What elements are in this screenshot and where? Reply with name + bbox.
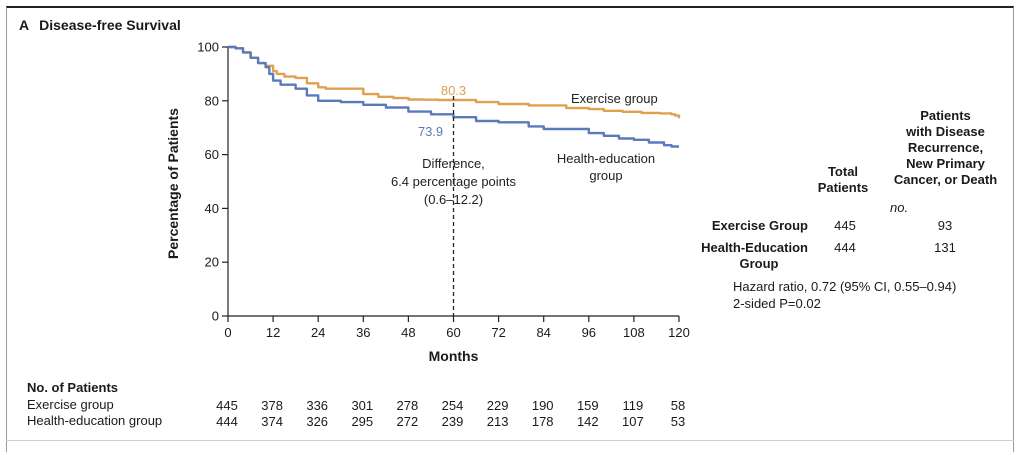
risk-value: 119 [623, 398, 644, 413]
y-tick-label: 60 [205, 147, 219, 162]
y-axis-label: Percentage of Patients [165, 108, 181, 259]
risk-value: 229 [487, 398, 509, 413]
x-tick-label: 108 [623, 325, 645, 340]
exercise-survival-line [228, 45, 681, 119]
panel-title: A Disease-free Survival [19, 17, 181, 33]
exercise-series-label: Exercise group [571, 91, 658, 106]
risk-value: 159 [577, 398, 599, 413]
risk-table-title: No. of Patients [27, 380, 119, 395]
series-lines [228, 45, 681, 148]
risk-value: 326 [306, 414, 328, 429]
risk-value: 107 [622, 414, 644, 429]
risk-value: 378 [261, 398, 283, 413]
x-tick-label: 72 [491, 325, 505, 340]
x-tick-label: 12 [266, 325, 280, 340]
exercise-events: 93 [937, 218, 953, 233]
difference-label-line3: (0.6–12.2) [424, 192, 483, 207]
health-series-label-line1: Health-education [557, 151, 655, 166]
risk-value: 272 [397, 414, 419, 429]
events-header-line: Cancer, or Death [893, 172, 998, 187]
risk-value: 336 [306, 398, 328, 413]
y-tick-label: 0 [212, 309, 219, 324]
panel-letter: A [19, 17, 30, 33]
p-value: 2-sided P=0.02 [733, 296, 821, 311]
events-header-line: with Disease [906, 124, 985, 139]
total-header-line: Total [827, 164, 859, 179]
row-label-line: Exercise Group [711, 218, 808, 233]
x-tick-label: 24 [311, 325, 325, 340]
bottom-divider [6, 440, 1014, 441]
row-label-line: Group [739, 256, 779, 271]
risk-value: 254 [442, 398, 464, 413]
risk-value: 178 [532, 414, 554, 429]
hazard-ratio: Hazard ratio, 0.72 (95% CI, 0.55–0.94) [733, 279, 957, 294]
risk-value: 301 [351, 398, 373, 413]
x-tick-label: 48 [401, 325, 415, 340]
events-header-line: Recurrence, [907, 140, 984, 155]
annotations: 80.3 73.9 Exercise group Health-educatio… [391, 83, 658, 316]
risk-value: 58 [671, 398, 685, 413]
risk-value: 444 [216, 414, 238, 429]
risk-value: 53 [671, 414, 685, 429]
risk-value: 190 [532, 398, 554, 413]
row-label-line: Health-Education [701, 240, 808, 255]
risk-value: 278 [397, 398, 419, 413]
y-tick-label: 20 [205, 255, 219, 270]
y-tick-label: 80 [205, 93, 219, 108]
risk-value: 239 [442, 414, 464, 429]
events-unit: no. [890, 200, 909, 215]
exercise-value-label: 80.3 [441, 83, 466, 98]
risk-value: 213 [487, 414, 509, 429]
exercise-group-label: Exercise Group [660, 218, 808, 234]
x-tick-label: 84 [536, 325, 550, 340]
difference-label-line1: Difference, [422, 156, 485, 171]
health-education-survival-line [228, 45, 679, 148]
x-axis-label: Months [429, 348, 479, 364]
figure-frame [6, 6, 1014, 452]
events-header-line: Patients [920, 108, 971, 123]
health-group-label: Health-Education Group [660, 240, 808, 272]
x-tick-label: 120 [668, 325, 690, 340]
risk-value: 142 [577, 414, 599, 429]
risk-value: 374 [261, 414, 283, 429]
y-tick-label: 40 [205, 201, 219, 216]
difference-label-line2: 6.4 percentage points [391, 174, 517, 189]
total-patients-header: Total Patients [808, 164, 878, 196]
events-header: Patients with Disease Recurrence, New Pr… [878, 108, 1013, 188]
risk-row-label-health: Health-education group [27, 413, 163, 428]
health-events: 131 [934, 240, 956, 255]
risk-row-label-exercise: Exercise group [27, 397, 114, 412]
x-tick-label: 96 [582, 325, 596, 340]
risk-value: 445 [216, 398, 238, 413]
x-tick-label: 0 [224, 325, 231, 340]
x-tick-label: 60 [446, 325, 460, 340]
events-header-line: New Primary [906, 156, 985, 171]
health-total: 444 [834, 240, 856, 255]
exercise-total: 445 [834, 218, 856, 233]
axes: 0 20 40 60 80 100 0 12 24 36 48 60 72 84 96 108 120 [197, 40, 690, 341]
panel-title-text: Disease-free Survival [39, 17, 181, 33]
health-value-label: 73.9 [418, 124, 443, 139]
y-tick-label: 100 [197, 40, 219, 55]
health-series-label-line2: group [589, 168, 622, 183]
risk-value: 295 [351, 414, 373, 429]
total-header-line: Patients [817, 180, 869, 195]
x-tick-label: 36 [356, 325, 370, 340]
